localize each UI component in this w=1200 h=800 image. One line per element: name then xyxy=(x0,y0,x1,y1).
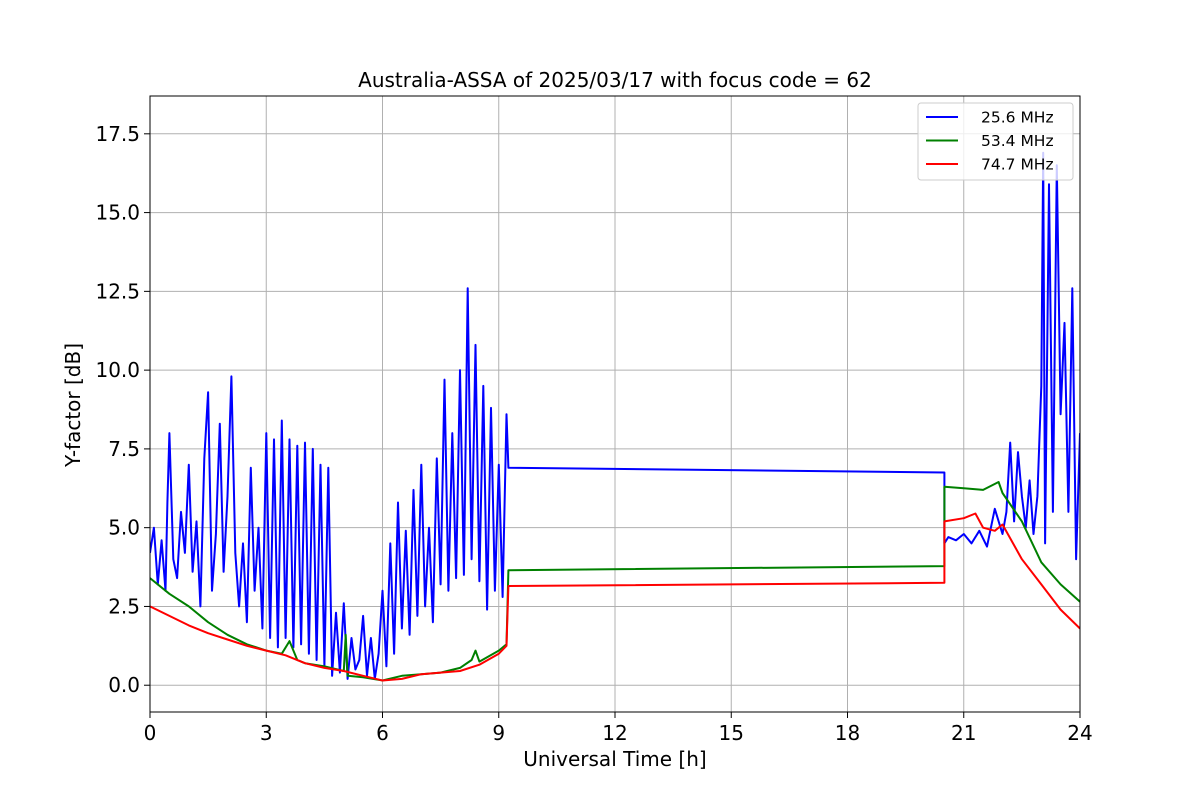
y-tick-label: 15.0 xyxy=(95,201,140,225)
chart-title: Australia-ASSA of 2025/03/17 with focus … xyxy=(358,68,872,92)
series-line-1 xyxy=(150,151,1080,680)
y-tick-label: 0.0 xyxy=(108,673,140,697)
plot-series xyxy=(150,151,1080,682)
x-axis-title: Universal Time [h] xyxy=(523,747,706,771)
x-tick-label: 18 xyxy=(835,721,860,745)
legend-label: 25.6 MHz xyxy=(981,109,1054,127)
y-tick-label: 17.5 xyxy=(95,122,140,146)
y-tick-label: 2.5 xyxy=(108,594,140,618)
legend-box xyxy=(917,102,1074,181)
x-tick-label: 9 xyxy=(492,721,505,745)
legend-label: 53.4 MHz xyxy=(981,132,1054,150)
x-tick-label: 24 xyxy=(1067,721,1092,745)
legend: 25.6 MHz 53.4 MHz 74.7 MHz xyxy=(917,102,1074,181)
axes: 0 3 6 9 12 15 18 21 24 0.0 2.5 5.0 7.5 10.0 12.5 15.0 17… xyxy=(95,95,1093,745)
x-tick-label: 0 xyxy=(144,721,157,745)
x-tick-label: 15 xyxy=(719,721,744,745)
x-tick-label: 6 xyxy=(376,721,389,745)
legend-label: 74.7 MHz xyxy=(981,156,1054,174)
y-tick-label: 10.0 xyxy=(95,358,140,382)
x-tick-label: 21 xyxy=(951,721,976,745)
series-line-3 xyxy=(150,512,1080,682)
x-tick-label: 3 xyxy=(260,721,273,745)
grid xyxy=(149,96,1081,712)
x-tick-label: 12 xyxy=(602,721,627,745)
y-tick-label: 5.0 xyxy=(108,516,140,540)
y-axis-title: Y-factor [dB] xyxy=(61,343,85,468)
y-tick-label: 12.5 xyxy=(95,279,140,303)
y-tick-label: 7.5 xyxy=(108,437,140,461)
